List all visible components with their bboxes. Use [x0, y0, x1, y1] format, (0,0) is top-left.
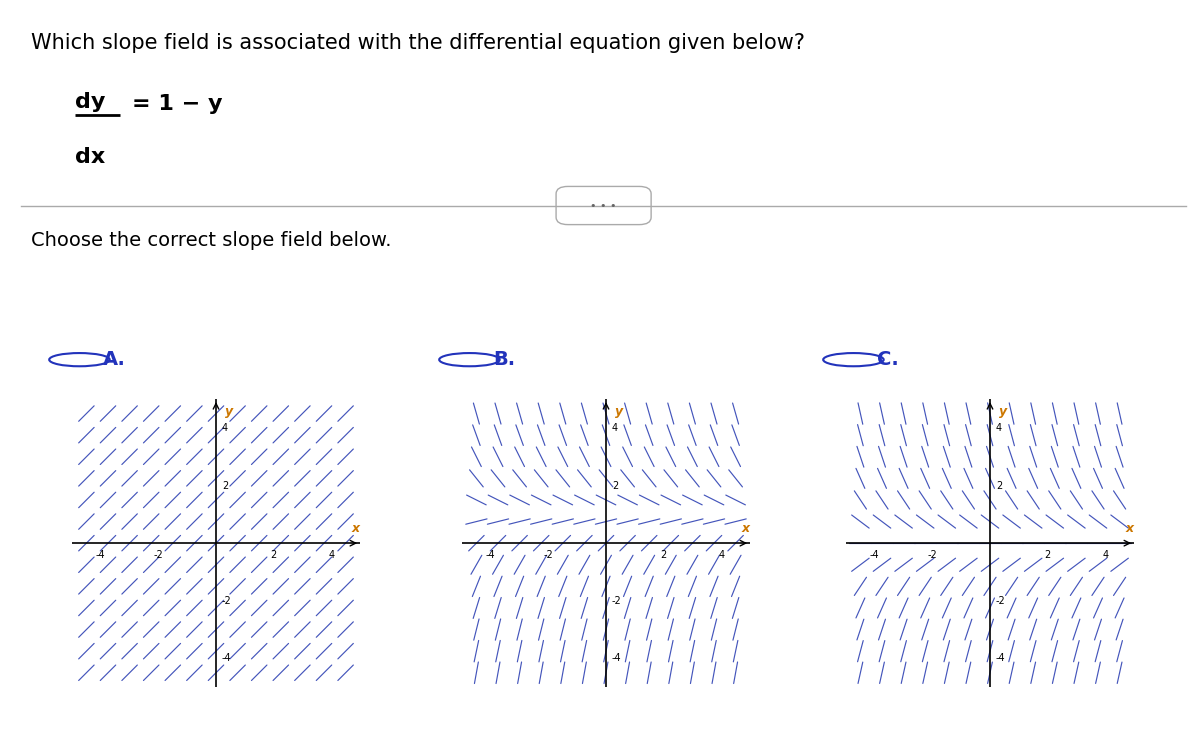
Text: y: y — [614, 405, 623, 418]
Text: -4: -4 — [870, 550, 880, 560]
Text: 4: 4 — [222, 423, 228, 433]
Text: 4: 4 — [1102, 550, 1109, 560]
FancyBboxPatch shape — [556, 186, 652, 225]
Text: Choose the correct slope field below.: Choose the correct slope field below. — [31, 231, 391, 250]
Text: -2: -2 — [996, 596, 1006, 606]
Text: 4: 4 — [996, 423, 1002, 433]
Text: 2: 2 — [612, 481, 618, 490]
Text: 2: 2 — [660, 550, 667, 560]
Text: -4: -4 — [612, 653, 622, 664]
Text: B.: B. — [493, 350, 515, 369]
Text: x: x — [1126, 522, 1134, 534]
Text: -2: -2 — [222, 596, 232, 606]
Text: y: y — [224, 405, 233, 418]
Text: dy: dy — [74, 92, 106, 112]
Text: -4: -4 — [96, 550, 106, 560]
Text: 2: 2 — [996, 481, 1002, 490]
Text: -4: -4 — [486, 550, 496, 560]
Text: x: x — [352, 522, 360, 534]
Text: -2: -2 — [612, 596, 622, 606]
Text: 4: 4 — [612, 423, 618, 433]
Text: -2: -2 — [928, 550, 937, 560]
Text: 2: 2 — [222, 481, 228, 490]
Text: -2: -2 — [154, 550, 163, 560]
Text: dx: dx — [74, 147, 106, 167]
Text: x: x — [742, 522, 750, 534]
Text: 4: 4 — [718, 550, 725, 560]
Text: -4: -4 — [222, 653, 232, 664]
Text: 2: 2 — [270, 550, 277, 560]
Text: y: y — [998, 405, 1007, 418]
Text: Which slope field is associated with the differential equation given below?: Which slope field is associated with the… — [31, 33, 805, 53]
Text: -2: -2 — [544, 550, 553, 560]
Text: 2: 2 — [1044, 550, 1051, 560]
Text: -4: -4 — [996, 653, 1006, 664]
Text: = 1 − y: = 1 − y — [132, 94, 222, 115]
Text: A.: A. — [103, 350, 126, 369]
Text: 4: 4 — [328, 550, 335, 560]
Text: • • •: • • • — [590, 200, 617, 211]
Text: C.: C. — [877, 350, 899, 369]
